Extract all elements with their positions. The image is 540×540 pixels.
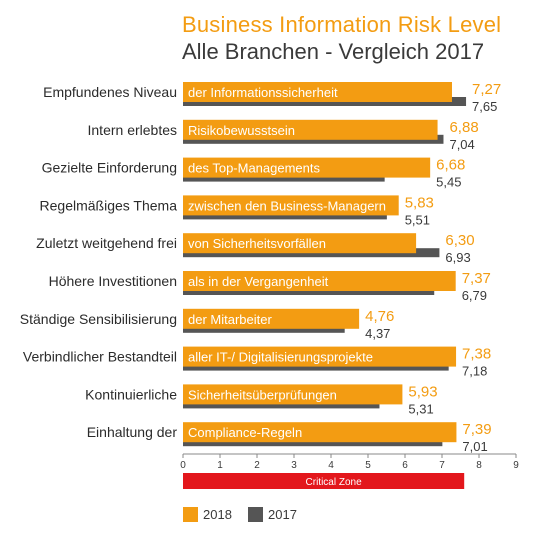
value-label-2017: 7,01 [462,439,487,454]
value-label-2017: 5,51 [405,212,430,227]
value-label-2018: 4,76 [365,308,394,325]
bar-2018 [183,308,360,329]
bar-inner-label: des Top-Managements [188,161,321,176]
x-tick-label: 1 [217,460,223,471]
x-tick-label: 9 [513,460,519,471]
category-label: Gezielte Einforderung [42,160,177,176]
bar-2018 [183,82,452,102]
value-label-2017: 4,37 [365,326,390,341]
bar-2018 [183,384,403,405]
bar-2018 [183,346,457,367]
category-label: Kontinuierliche [85,386,177,402]
bar-2018 [183,233,417,254]
value-label-2018: 7,37 [462,270,491,287]
category-label: Verbindlicher Bestandteil [23,349,177,365]
value-label-2017: 7,65 [472,99,497,114]
chart-subtitle: Alle Branchen - Vergleich 2017 [182,39,485,64]
x-tick-label: 8 [476,460,482,471]
value-label-2018: 6,88 [449,119,478,136]
bar-2018 [183,119,438,140]
chart-title: Business Information Risk Level [182,12,502,37]
x-tick-label: 3 [291,460,297,471]
value-label-2017: 6,93 [445,250,470,265]
legend-label-2018: 2018 [203,507,232,522]
bar-2018 [183,271,456,291]
category-label: Höhere Investitionen [49,273,177,289]
legend-swatch-2017 [248,507,263,522]
value-label-2018: 6,68 [436,157,465,174]
value-label-2018: 5,83 [405,194,434,211]
value-label-2018: 7,27 [472,81,501,98]
x-tick-label: 2 [254,460,260,471]
legend-label-2017: 2017 [268,507,297,522]
value-label-2018: 7,38 [462,346,491,363]
bar-inner-label: Compliance-Regeln [188,425,302,440]
category-label: Empfundenes Niveau [43,84,177,100]
category-label: Ständige Sensibilisierung [20,311,177,327]
critical-zone-label: Critical Zone [306,477,363,488]
value-label-2018: 5,93 [408,383,437,400]
bar-inner-label: Risikobewusstsein [188,123,295,138]
category-label: Zuletzt weitgehend frei [36,235,177,251]
value-label-2017: 5,31 [408,401,433,416]
critical-zone-band [183,473,465,489]
bar-inner-label: der Informationssicherheit [188,85,338,100]
bar-inner-label: Sicherheitsüberprüfungen [188,387,337,402]
value-label-2017: 6,79 [462,288,487,303]
bar-inner-label: als in der Vergangenheit [188,274,329,289]
bar-2018 [183,157,431,178]
x-tick-label: 4 [328,460,334,471]
bar-inner-label: zwischen den Business-Managern [188,198,386,213]
x-tick-label: 5 [365,460,371,471]
x-tick-label: 7 [439,460,445,471]
value-label-2017: 7,18 [462,364,487,379]
category-label: Einhaltung der [87,424,178,440]
bar-2018 [183,422,457,443]
value-label-2017: 7,04 [449,137,474,152]
bar-2018 [183,195,399,216]
legend-swatch-2018 [183,507,198,522]
category-label: Intern erlebtes [88,122,178,138]
bar-inner-label: aller IT-/ Digitalisierungsprojekte [188,350,373,365]
value-label-2018: 7,39 [462,421,491,438]
bar-inner-label: der Mitarbeiter [188,312,272,327]
x-tick-label: 0 [180,460,186,471]
x-tick-label: 6 [402,460,408,471]
value-label-2018: 6,30 [445,232,474,249]
bar-inner-label: von Sicherheitsvorfällen [188,236,326,251]
category-label: Regelmäßiges Thema [40,197,178,213]
value-label-2017: 5,45 [436,175,461,190]
